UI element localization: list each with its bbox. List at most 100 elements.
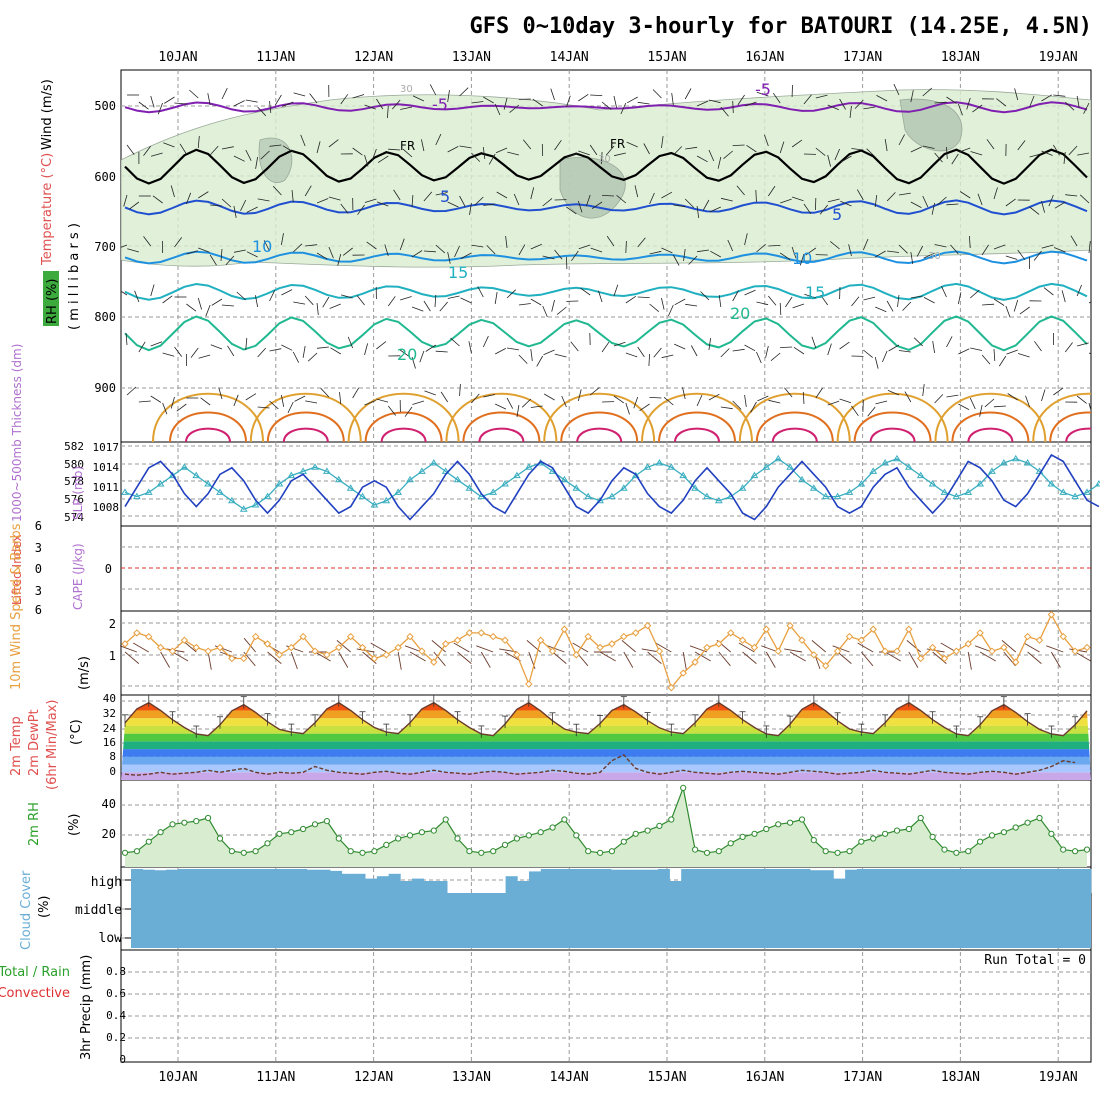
wind-point-14 (287, 643, 295, 652)
upper-barb-76-0 (1029, 95, 1035, 108)
thickness-point-8 (216, 488, 224, 495)
upper-barb-59-2 (819, 204, 829, 215)
rh-point-45 (656, 822, 663, 830)
upper-barb-30-1 (482, 146, 486, 159)
upper-barb-0-2 (123, 194, 128, 207)
upper-barb-34-2 (530, 187, 535, 200)
rh-point-61 (846, 848, 853, 855)
wind-barb-71 (967, 651, 972, 670)
contour-label-20-a: 20 (730, 304, 750, 323)
upper-barb-73-3 (993, 244, 1006, 250)
upper-barb-36-1 (554, 139, 562, 151)
upper-barb-42-1 (614, 152, 626, 157)
upper-barb-18-5 (330, 347, 341, 355)
wind-point-73 (988, 647, 996, 655)
upper-barb-32-5 (506, 347, 519, 351)
rh-point-56 (787, 819, 794, 826)
rh-point-16 (311, 821, 319, 828)
upper-barb-8-4 (211, 298, 223, 306)
upper-barb-9-5 (227, 345, 235, 357)
thickness-point-73 (988, 467, 996, 474)
thickness-point-2 (144, 488, 153, 495)
upper-barb-7-6 (200, 397, 211, 406)
wind-point-43 (631, 629, 640, 637)
wind-point-37 (560, 625, 569, 633)
wind-point-72 (976, 629, 984, 637)
upper-barb-16-2 (316, 198, 329, 204)
temp-tick-24: 24 (103, 722, 117, 735)
thickness-point-1 (132, 492, 141, 500)
rh-point-33 (513, 835, 521, 842)
thickness-point-32 (501, 480, 509, 487)
upper-barb-1-5 (138, 341, 146, 353)
upper-barb-61-1 (840, 155, 852, 163)
upper-barb-67-3 (916, 245, 924, 257)
upper-barb-58-4 (804, 293, 816, 299)
upper-barb-36-3 (554, 249, 563, 260)
upper-barb-6-0 (189, 89, 199, 99)
wind-point-51 (726, 629, 735, 637)
dewpoint-line (124, 754, 1076, 776)
thickness-point-19 (346, 484, 355, 491)
upper-barb-22-0 (387, 105, 389, 119)
bl-contour-2-0 (347, 392, 460, 442)
cloud-tick-low: low (99, 931, 123, 946)
rh-point-59 (822, 848, 829, 855)
upper-barb-11-6 (257, 406, 270, 409)
rh-point-47 (680, 784, 687, 792)
ylabel-cloud-units: (%) (37, 896, 52, 919)
temp-band-10 (121, 702, 1091, 703)
run-total: Run Total = 0 (984, 953, 1086, 968)
temp-tick-16: 16 (103, 736, 116, 749)
cloud-high-bar-11 (259, 869, 272, 893)
upper-barb-74-3 (1005, 255, 1018, 260)
thickness-point-78 (1047, 480, 1056, 487)
cloud-high-bar-33 (517, 881, 530, 893)
upper-barb-14-4 (293, 301, 306, 305)
upper-barb-70-6 (958, 403, 970, 410)
ylabel-wind-units: (m/s) (77, 656, 92, 690)
upper-barb-28-5 (450, 337, 460, 347)
upper-barb-29-1 (471, 152, 481, 162)
upper-barb-20-4 (356, 295, 365, 306)
upper-barb-66-6 (904, 391, 912, 403)
wind-point-42 (620, 632, 628, 641)
upper-barb-81-5 (1088, 352, 1091, 355)
cloud-high-bar-73 (985, 869, 998, 893)
rh-point-28 (454, 835, 461, 842)
cloud-high-bar-53 (751, 869, 764, 893)
thickness-point-63 (869, 467, 878, 474)
upper-barb-2-3 (143, 236, 152, 247)
upper-barb-47-2 (684, 198, 694, 208)
slp-tick-1011: 1011 (93, 481, 120, 494)
upper-barb-21-3 (366, 241, 377, 250)
upper-barb-19-1 (352, 147, 363, 156)
upper-barb-2-5 (150, 341, 163, 347)
date-label-bottom-6: 16JAN (745, 1070, 784, 1085)
contour-label-fr-b: FR (610, 137, 625, 151)
upper-barb-65-4 (897, 294, 900, 307)
upper-barb-13-3 (281, 233, 284, 246)
wind-point-10 (240, 654, 248, 663)
upper-barb-22-1 (377, 155, 389, 163)
cloud-high-bar-79 (1055, 869, 1068, 893)
date-label-top-2: 12JAN (354, 50, 393, 65)
cloud-high-bar-40 (599, 869, 612, 893)
upper-barb-35-3 (542, 255, 555, 260)
thk-yticks: 582 580 578 576 574 1017 1014 1011 1008 (64, 440, 119, 524)
upper-barb-56-6 (784, 387, 793, 398)
upper-barb-70-3 (950, 244, 959, 255)
upper-barb-62-4 (863, 296, 876, 301)
ylabel-rh: RH (%) (45, 279, 60, 324)
wind-point-52 (738, 636, 747, 644)
upper-barb-23-1 (388, 148, 401, 151)
thickness-point-62 (857, 480, 866, 487)
upper-barb-0-5 (125, 332, 128, 346)
thickness-point-21 (370, 501, 379, 508)
upper-barb-14-5 (292, 351, 300, 363)
upper-barb-39-6 (589, 387, 600, 396)
wind-point-28 (453, 636, 462, 644)
contour-label-5-a: 5 (440, 187, 450, 206)
wind-barb-77 (1023, 642, 1040, 653)
